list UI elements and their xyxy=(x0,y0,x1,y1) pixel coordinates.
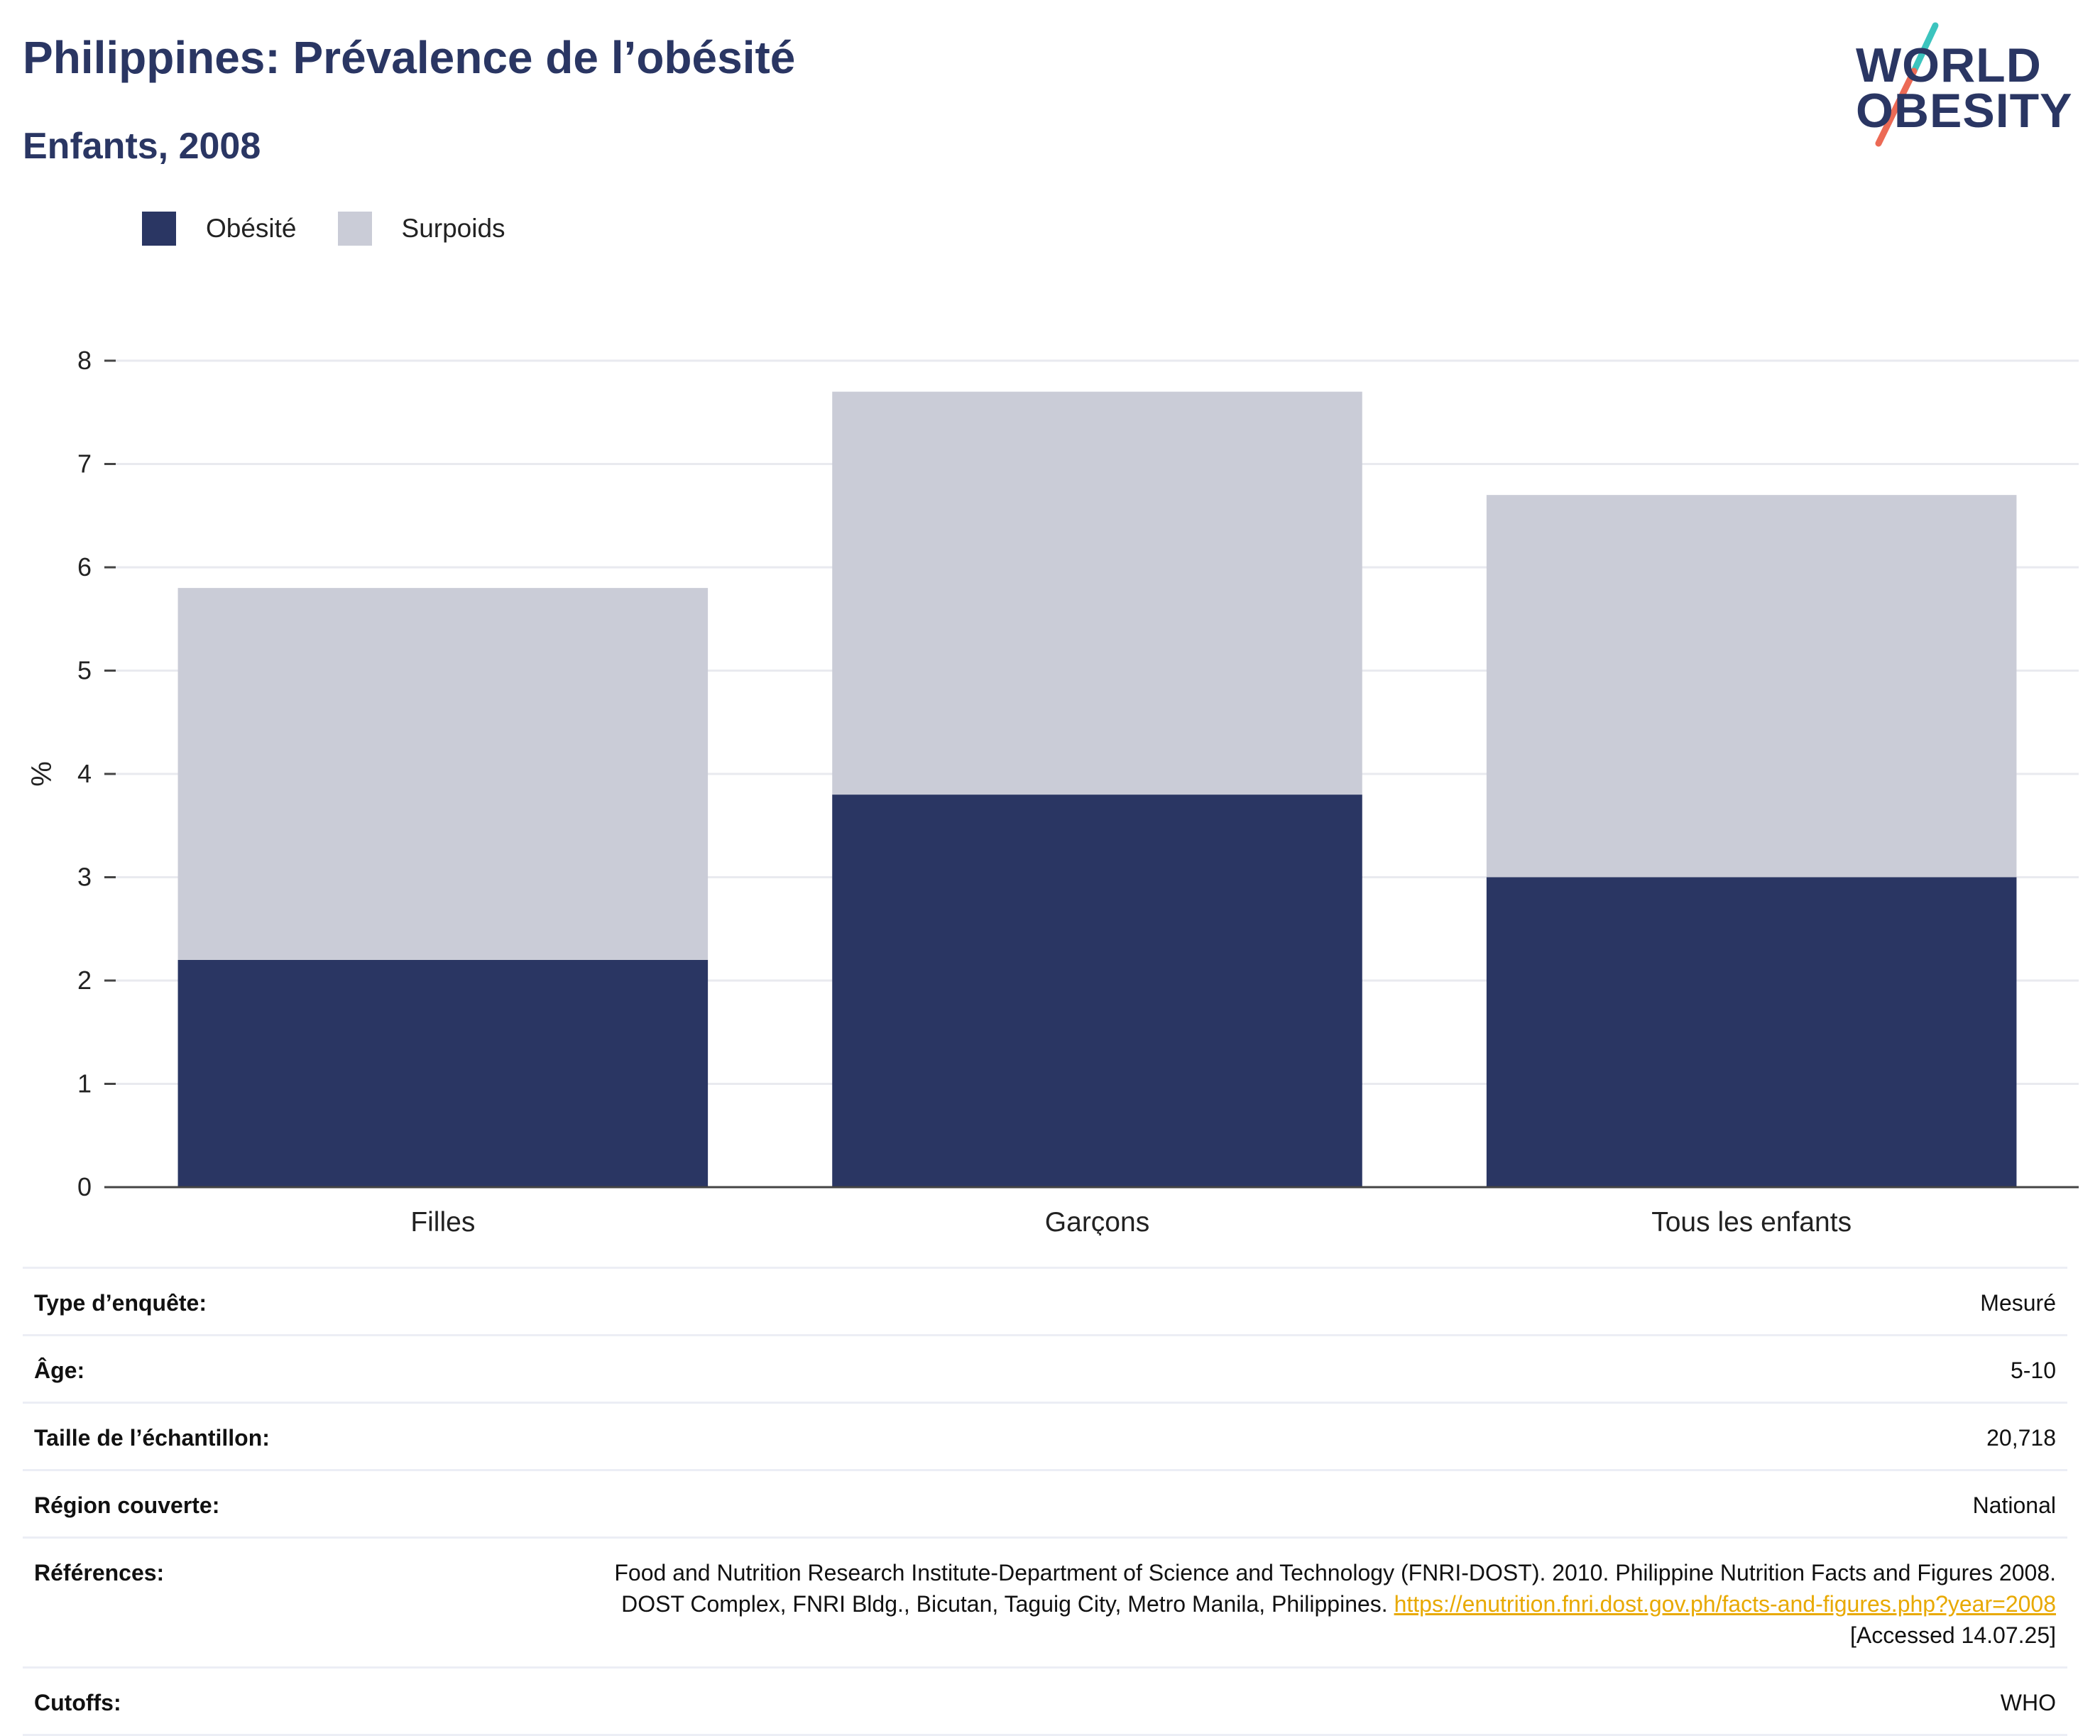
bar-obsit-0 xyxy=(177,959,709,1187)
info-value-sample-size: 20,718 xyxy=(1986,1425,2056,1451)
info-label-survey-type: Type d’enquête: xyxy=(34,1290,207,1316)
y-tick-label-8: 8 xyxy=(77,346,92,375)
chart-legend: Obésité Surpoids xyxy=(142,210,547,247)
info-row-survey-type: Type d’enquête: Mesuré xyxy=(23,1267,2067,1334)
info-label-cutoffs: Cutoffs: xyxy=(34,1690,121,1715)
reference-text: Food and Nutrition Research Institute-De… xyxy=(614,1560,2056,1617)
chart-subtitle: Enfants, 2008 xyxy=(23,126,261,167)
bar-surpoids-2 xyxy=(1486,495,2017,878)
legend-label-surpoids: Surpoids xyxy=(401,214,505,243)
y-tick-label-6: 6 xyxy=(77,552,92,582)
reference-link[interactable]: https://enutrition.fnri.dost.gov.ph/fact… xyxy=(1394,1591,2056,1617)
info-row-cutoffs: Cutoffs: WHO xyxy=(23,1666,2067,1736)
y-tick-label-7: 7 xyxy=(77,449,92,479)
bar-obsit-2 xyxy=(1486,877,2017,1187)
bar-surpoids-1 xyxy=(832,391,1362,795)
logo-slash-bottom xyxy=(1875,67,1918,147)
info-value-cutoffs: WHO xyxy=(2000,1690,2056,1715)
y-tick-label-1: 1 xyxy=(77,1069,92,1098)
bar-obsit-1 xyxy=(832,795,1362,1187)
info-label-age: Âge: xyxy=(34,1358,85,1383)
legend-label-obesite: Obésité xyxy=(206,214,297,243)
info-row-region: Région couverte: National xyxy=(23,1469,2067,1536)
legend-swatch-surpoids xyxy=(337,212,372,246)
world-obesity-logo: WORLD OBESITY xyxy=(1846,21,2080,149)
bar-surpoids-0 xyxy=(177,588,709,960)
logo-slash-icon xyxy=(1875,22,1939,147)
y-axis-label: % xyxy=(26,761,58,787)
stacked-bar-chart: 0 1 2 3 4 5 6 7 8% Filles Garçons Tous les enfants xyxy=(26,346,2079,1235)
y-tick-label-5: 5 xyxy=(77,656,92,685)
y-tick-label-3: 3 xyxy=(77,863,92,892)
info-row-age: Âge: 5-10 xyxy=(23,1334,2067,1402)
logo-slash-top xyxy=(1910,22,1939,75)
survey-info-table: Type d’enquête: Mesuré Âge: 5-10 Taille … xyxy=(23,1267,2067,1736)
y-tick-label-0: 0 xyxy=(77,1172,92,1201)
info-label-references: Références: xyxy=(34,1560,165,1585)
logo-text-obesity: OBESITY xyxy=(1856,84,2073,138)
info-row-references: Références: Food and Nutrition Research … xyxy=(23,1536,2067,1666)
x-tick-label-1: Garçons xyxy=(1045,1207,1149,1235)
logo-text-world: WORLD xyxy=(1856,38,2042,92)
info-value-age: 5-10 xyxy=(2010,1358,2056,1383)
reference-accessed: [Accessed 14.07.25] xyxy=(1850,1622,2056,1648)
legend-item-surpoids[interactable]: Surpoids xyxy=(337,212,505,246)
info-row-sample-size: Taille de l’échantillon: 20,718 xyxy=(23,1402,2067,1469)
y-tick-label-2: 2 xyxy=(77,966,92,995)
info-value-region: National xyxy=(1972,1492,2056,1518)
info-label-region: Région couverte: xyxy=(34,1492,220,1518)
info-label-sample-size: Taille de l’échantillon: xyxy=(34,1425,270,1451)
x-tick-label-0: Filles xyxy=(410,1207,475,1235)
info-value-references: Food and Nutrition Research Institute-De… xyxy=(551,1557,2056,1651)
legend-swatch-obesite xyxy=(142,212,176,246)
chart-title: Philippines: Prévalence de l’obésité xyxy=(23,32,796,83)
y-tick-label-4: 4 xyxy=(77,759,92,788)
info-value-survey-type: Mesuré xyxy=(1980,1290,2056,1316)
x-tick-label-2: Tous les enfants xyxy=(1651,1207,1852,1235)
legend-item-obesite[interactable]: Obésité xyxy=(142,212,297,246)
